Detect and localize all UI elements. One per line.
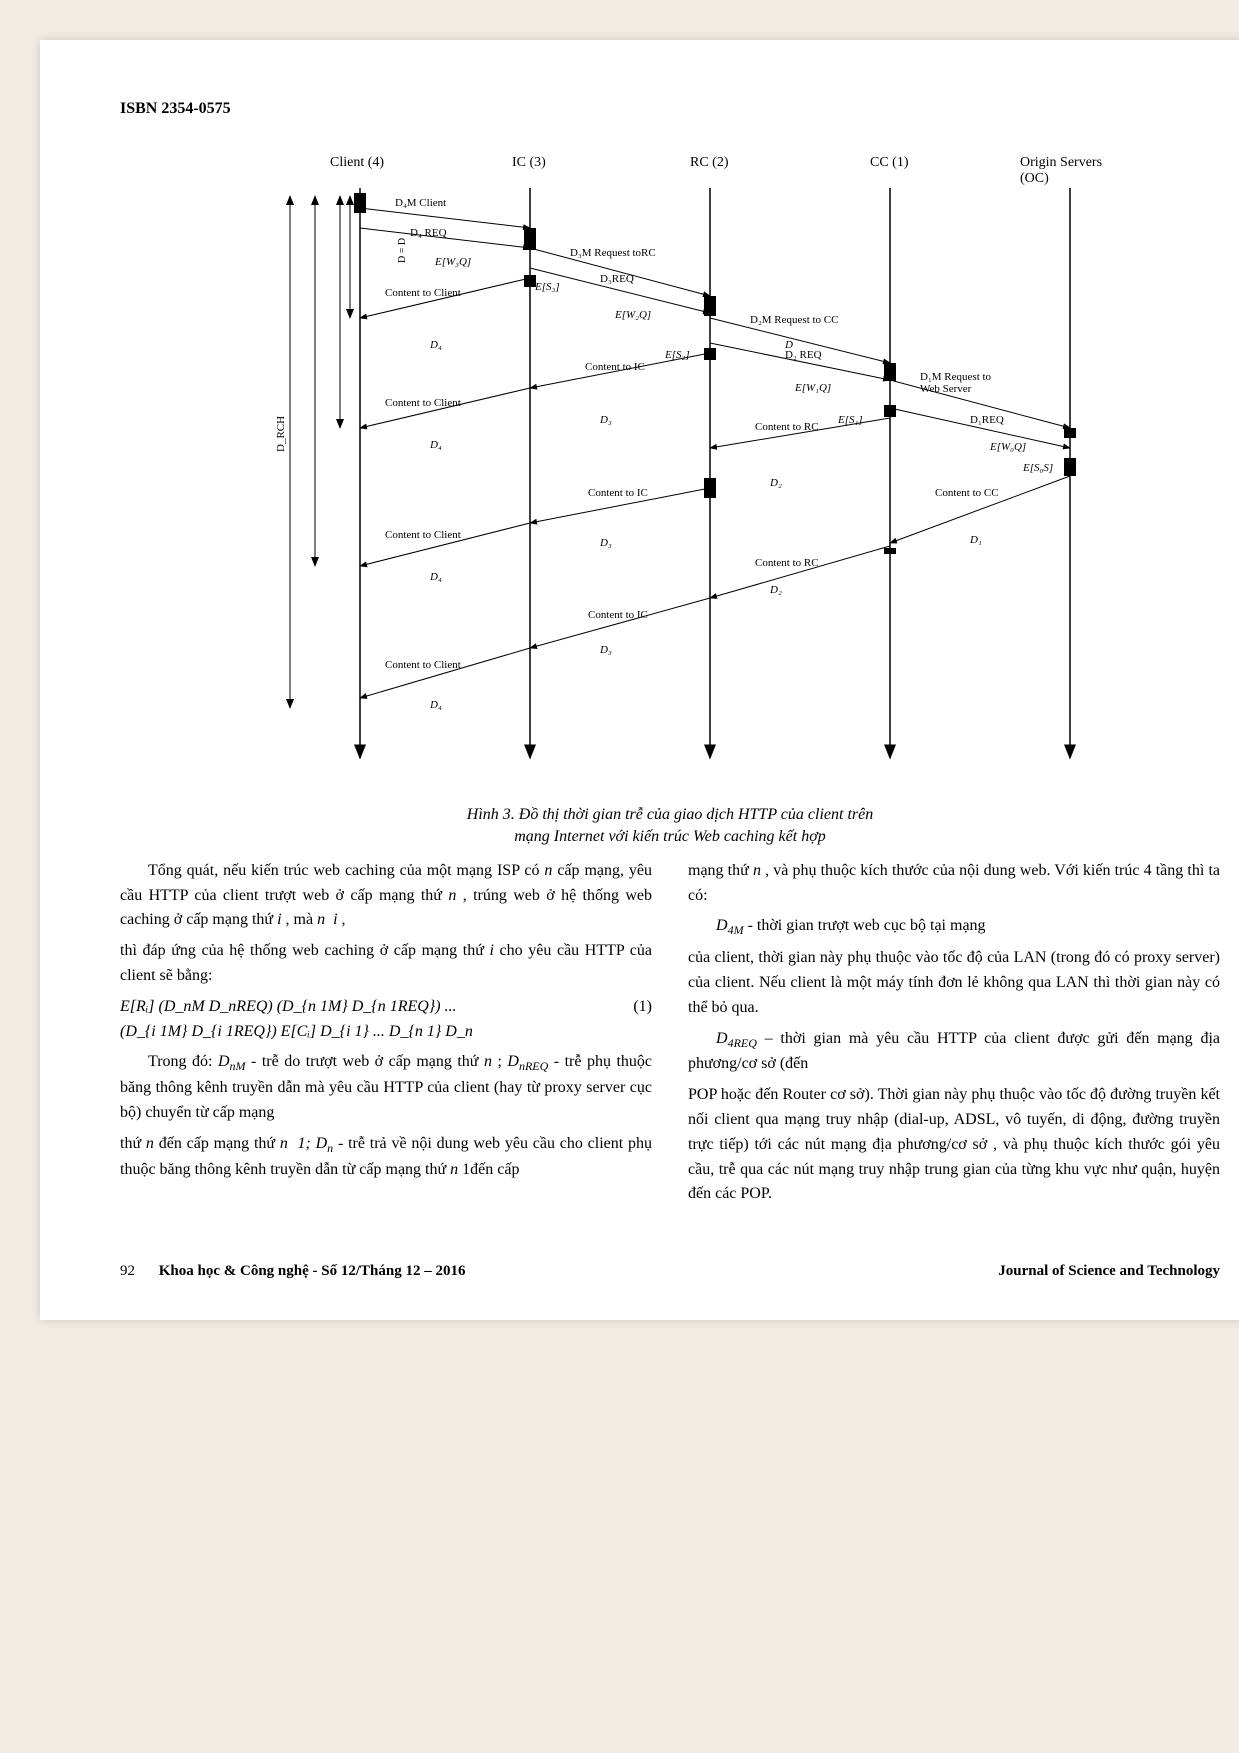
svg-text:D₂: D₂ <box>769 477 782 489</box>
caption-line1: Hình 3. Đồ thị thời gian trễ của giao dị… <box>467 806 873 823</box>
svg-text:Client (4): Client (4) <box>330 155 384 170</box>
right-p1: mạng thứ n , và phụ thuộc kích thước của… <box>688 859 1220 909</box>
svg-text:D₁M Request to: D₁M Request to <box>920 371 992 383</box>
equation-1: E[Rᵢ] (D_nM D_nREQ) (D_{n 1M} D_{n 1REQ}… <box>120 995 652 1045</box>
svg-text:D₃: D₃ <box>599 644 612 656</box>
svg-text:D₃REQ: D₃REQ <box>600 273 634 285</box>
text: Tổng quát, nếu kiến trúc web caching của… <box>148 862 544 879</box>
svg-text:D₃: D₃ <box>599 537 612 549</box>
body-columns: Tổng quát, nếu kiến trúc web caching của… <box>120 859 1220 1213</box>
svg-text:(OC): (OC) <box>1020 171 1049 186</box>
left-column: Tổng quát, nếu kiến trúc web caching của… <box>120 859 652 1213</box>
left-p4: thứ n đến cấp mạng thứ n 1; Dn - trễ trả… <box>120 1132 652 1183</box>
page-number: 92 <box>120 1263 135 1279</box>
text: , mà <box>282 911 318 928</box>
svg-text:D₂M Request to CC: D₂M Request to CC <box>750 314 838 326</box>
text: ; <box>492 1053 507 1070</box>
svg-text:E[S₂]: E[S₂] <box>664 349 690 361</box>
svg-text:Content to RC: Content to RC <box>755 421 819 433</box>
text: đến cấp mạng thứ <box>154 1135 280 1152</box>
svg-text:Content to CC: Content to CC <box>935 487 999 499</box>
right-p2: D4M - thời gian trượt web cục bộ tại mạn… <box>688 914 1220 940</box>
left-p2: thì đáp ứng của hệ thống web caching ở c… <box>120 939 652 989</box>
svg-text:D₁: D₁ <box>969 534 982 546</box>
right-p3: của client, thời gian này phụ thuộc vào … <box>688 946 1220 1020</box>
figure-caption: Hình 3. Đồ thị thời gian trễ của giao dị… <box>120 804 1220 849</box>
svg-text:D₄: D₄ <box>429 439 442 451</box>
footer-left-group: 92 Khoa học & Công nghệ - Số 12/Tháng 12… <box>120 1263 465 1280</box>
text: – thời gian mà yêu cầu HTTP của client đ… <box>688 1030 1220 1073</box>
svg-text:Content to RC: Content to RC <box>755 557 819 569</box>
svg-text:E[W₁Q]: E[W₁Q] <box>794 382 831 394</box>
svg-text:Content to IC: Content to IC <box>588 487 648 499</box>
text: 1đến cấp <box>458 1161 519 1178</box>
svg-text:Content to Client: Content to Client <box>385 287 461 299</box>
eq-number: (1) <box>633 995 652 1020</box>
svg-text:D_RCH: D_RCH <box>275 416 287 452</box>
text: mạng thứ <box>688 862 753 879</box>
eq-line: E[Rᵢ] (D_nM D_nREQ) (D_{n 1M} D_{n 1REQ}… <box>120 998 457 1015</box>
isbn-header: ISBN 2354-0575 <box>120 100 1220 118</box>
text: - trễ do trượt web ở cấp mạng thứ <box>246 1053 484 1070</box>
svg-text:Content to Client: Content to Client <box>385 529 461 541</box>
svg-text:RC (2): RC (2) <box>690 155 729 170</box>
svg-text:D₁REQ: D₁REQ <box>970 414 1004 426</box>
svg-text:Content to Client: Content to Client <box>385 397 461 409</box>
svg-text:D: D <box>784 339 793 351</box>
text: - thời gian trượt web cục bộ tại mạng <box>744 917 986 934</box>
svg-text:IC (3): IC (3) <box>512 155 546 170</box>
right-column: mạng thứ n , và phụ thuộc kích thước của… <box>688 859 1220 1213</box>
left-p1: Tổng quát, nếu kiến trúc web caching của… <box>120 859 652 933</box>
svg-text:E[W₀Q]: E[W₀Q] <box>989 441 1026 453</box>
right-p5: POP hoặc đến Router cơ sở). Thời gian nà… <box>688 1083 1220 1207</box>
caption-line2: mạng Internet với kiến trúc Web caching … <box>514 828 826 845</box>
svg-text:E[W₂Q]: E[W₂Q] <box>614 309 651 321</box>
text: Trong đó: <box>148 1053 218 1070</box>
svg-text:D₄: D₄ <box>429 699 442 711</box>
svg-text:Content to Client: Content to Client <box>385 659 461 671</box>
svg-text:D₄M Client: D₄M Client <box>395 197 446 209</box>
svg-text:D = D: D = D <box>397 238 408 263</box>
svg-text:D₄ REQ: D₄ REQ <box>410 227 447 239</box>
svg-text:D₃: D₃ <box>599 414 612 426</box>
svg-text:Origin Servers: Origin Servers <box>1020 155 1102 170</box>
footer-journal-en: Journal of Science and Technology <box>998 1263 1220 1280</box>
page-footer: 92 Khoa học & Công nghệ - Số 12/Tháng 12… <box>120 1263 1220 1280</box>
left-p3: Trong đó: DnM - trễ do trượt web ở cấp m… <box>120 1050 652 1125</box>
right-p4: D4REQ – thời gian mà yêu cầu HTTP của cl… <box>688 1027 1220 1078</box>
svg-text:D₂: D₂ <box>769 584 782 596</box>
svg-text:D₄: D₄ <box>429 571 442 583</box>
svg-text:E[S₁]: E[S₁] <box>837 414 863 426</box>
text: , <box>338 911 346 928</box>
svg-text:Content to IC: Content to IC <box>588 609 648 621</box>
page-container: ISBN 2354-0575 Client (4) IC (3) RC (2) CC … <box>40 40 1239 1320</box>
footer-journal-vn: Khoa học & Công nghệ - Số 12/Tháng 12 – … <box>159 1263 466 1279</box>
svg-text:D₄: D₄ <box>429 339 442 351</box>
svg-text:CC (1): CC (1) <box>870 155 909 170</box>
text: thứ <box>120 1135 146 1152</box>
svg-text:E[S₃]: E[S₃] <box>534 281 560 293</box>
sequence-diagram: Client (4) IC (3) RC (2) CC (1) Origin Serve… <box>120 148 1220 788</box>
svg-text:D₃M Request toRC: D₃M Request toRC <box>570 247 656 259</box>
svg-text:E[S₀S]: E[S₀S] <box>1022 462 1053 474</box>
svg-text:Content to IC: Content to IC <box>585 361 645 373</box>
text: thì đáp ứng của hệ thống web caching ở c… <box>120 942 489 959</box>
svg-text:Web Server: Web Server <box>920 383 972 395</box>
eq-line: (D_{i 1M} D_{i 1REQ}) E[Cᵢ] D_{i 1} ... … <box>120 1023 473 1040</box>
text: , và phụ thuộc kích thước của nội dung w… <box>688 862 1220 904</box>
svg-text:E[W₃Q]: E[W₃Q] <box>434 256 471 268</box>
